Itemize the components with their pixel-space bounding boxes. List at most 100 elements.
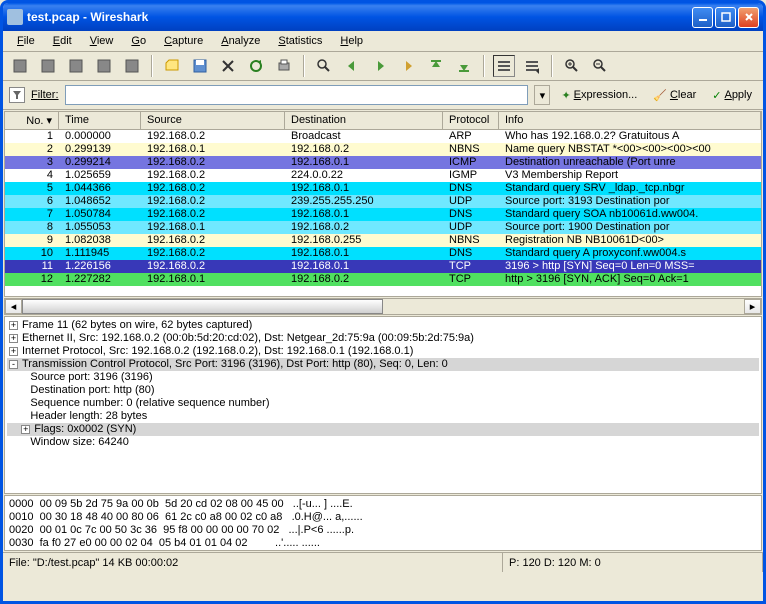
- header-time[interactable]: Time: [59, 112, 141, 129]
- separator: [151, 55, 153, 77]
- close-file-button[interactable]: [217, 55, 239, 77]
- menu-go[interactable]: Go: [123, 33, 154, 49]
- find-button[interactable]: [313, 55, 335, 77]
- packet-row[interactable]: 101.111945192.168.0.2192.168.0.1DNSStand…: [5, 247, 761, 260]
- packet-row[interactable]: 10.000000192.168.0.2BroadcastARPWho has …: [5, 130, 761, 143]
- go-forward-button[interactable]: [369, 55, 391, 77]
- packet-row[interactable]: 81.055053192.168.0.1192.168.0.2UDPSource…: [5, 221, 761, 234]
- filter-input[interactable]: [65, 85, 529, 105]
- restart-capture-button[interactable]: [121, 55, 143, 77]
- titlebar[interactable]: test.pcap - Wireshark: [3, 3, 763, 31]
- options-button[interactable]: [37, 55, 59, 77]
- separator: [551, 55, 553, 77]
- menu-statistics[interactable]: Statistics: [270, 33, 330, 49]
- packet-row[interactable]: 30.299214192.168.0.2192.168.0.1ICMPDesti…: [5, 156, 761, 169]
- detail-pane[interactable]: +Frame 11 (62 bytes on wire, 62 bytes ca…: [4, 316, 762, 494]
- detail-line[interactable]: +Internet Protocol, Src: 192.168.0.2 (19…: [7, 345, 759, 358]
- detail-line[interactable]: +Ethernet II, Src: 192.168.0.2 (00:0b:5d…: [7, 332, 759, 345]
- zoom-out-button[interactable]: [589, 55, 611, 77]
- separator: [483, 55, 485, 77]
- packet-row[interactable]: 20.299139192.168.0.1192.168.0.2NBNSName …: [5, 143, 761, 156]
- header-protocol[interactable]: Protocol: [443, 112, 499, 129]
- packet-list-headers: No. ▾ Time Source Destination Protocol I…: [5, 112, 761, 130]
- filter-dropdown[interactable]: ▾: [534, 85, 550, 105]
- filter-icon[interactable]: [9, 87, 25, 103]
- start-capture-button[interactable]: [65, 55, 87, 77]
- titlebar-text: test.pcap - Wireshark: [27, 10, 692, 24]
- scroll-thumb[interactable]: [22, 299, 383, 314]
- packet-row[interactable]: 91.082038192.168.0.2192.168.0.255NBNSReg…: [5, 234, 761, 247]
- scroll-right-button[interactable]: ▸: [744, 299, 761, 314]
- packet-list-body[interactable]: 10.000000192.168.0.2BroadcastARPWho has …: [5, 130, 761, 296]
- hex-pane[interactable]: 0000 00 09 5b 2d 75 9a 00 0b 5d 20 cd 02…: [4, 495, 762, 551]
- detail-line[interactable]: Window size: 64240: [7, 436, 759, 449]
- detail-line[interactable]: +Frame 11 (62 bytes on wire, 62 bytes ca…: [7, 319, 759, 332]
- clear-button[interactable]: 🧹 Clear: [648, 87, 701, 104]
- packet-row[interactable]: 41.025659192.168.0.2224.0.0.22IGMPV3 Mem…: [5, 169, 761, 182]
- toolbar: [3, 52, 763, 81]
- minimize-button[interactable]: [692, 7, 713, 28]
- menu-help[interactable]: Help: [332, 33, 371, 49]
- save-button[interactable]: [189, 55, 211, 77]
- detail-line[interactable]: Destination port: http (80): [7, 384, 759, 397]
- open-button[interactable]: [161, 55, 183, 77]
- detail-line[interactable]: -Transmission Control Protocol, Src Port…: [7, 358, 759, 371]
- hex-line[interactable]: 0020 00 01 0c 7c 00 50 3c 36 95 f8 00 00…: [9, 524, 757, 537]
- menu-edit[interactable]: Edit: [45, 33, 80, 49]
- close-button[interactable]: [738, 7, 759, 28]
- statusbar: File: "D:/test.pcap" 14 KB 00:00:02 P: 1…: [3, 552, 763, 572]
- packet-list: No. ▾ Time Source Destination Protocol I…: [4, 111, 762, 297]
- go-first-button[interactable]: [425, 55, 447, 77]
- main-window: test.pcap - Wireshark File Edit View Go …: [0, 0, 766, 604]
- statusbar-file: File: "D:/test.pcap" 14 KB 00:00:02: [3, 553, 503, 572]
- autoscroll-button[interactable]: [521, 55, 543, 77]
- detail-line[interactable]: Sequence number: 0 (relative sequence nu…: [7, 397, 759, 410]
- scroll-track[interactable]: [22, 299, 744, 314]
- hex-line[interactable]: 0010 00 30 18 48 40 00 80 06 61 2c c0 a8…: [9, 511, 757, 524]
- detail-line[interactable]: Source port: 3196 (3196): [7, 371, 759, 384]
- filterbar: Filter: ▾ ✦ Expression... 🧹 Clear ✓ Appl…: [3, 81, 763, 110]
- detail-line[interactable]: Header length: 28 bytes: [7, 410, 759, 423]
- zoom-in-button[interactable]: [561, 55, 583, 77]
- menu-analyze[interactable]: Analyze: [213, 33, 268, 49]
- app-icon: [7, 9, 23, 25]
- tree-toggle[interactable]: +: [9, 321, 18, 330]
- packet-row[interactable]: 111.226156192.168.0.2192.168.0.1TCP3196 …: [5, 260, 761, 273]
- header-no[interactable]: No. ▾: [5, 112, 59, 129]
- filter-label: Filter:: [31, 89, 59, 101]
- tree-toggle[interactable]: +: [9, 347, 18, 356]
- header-destination[interactable]: Destination: [285, 112, 443, 129]
- go-last-button[interactable]: [453, 55, 475, 77]
- tree-toggle[interactable]: +: [21, 425, 30, 434]
- hex-line[interactable]: 0030 fa f0 27 e0 00 00 02 04 05 b4 01 01…: [9, 537, 757, 550]
- window-buttons: [692, 7, 759, 28]
- horizontal-scrollbar[interactable]: ◂ ▸: [4, 298, 762, 315]
- packet-row[interactable]: 121.227282192.168.0.1192.168.0.2TCPhttp …: [5, 273, 761, 286]
- go-back-button[interactable]: [341, 55, 363, 77]
- statusbar-packets: P: 120 D: 120 M: 0: [503, 553, 763, 572]
- detail-line[interactable]: +Flags: 0x0002 (SYN): [7, 423, 759, 436]
- colorize-button[interactable]: [493, 55, 515, 77]
- apply-button[interactable]: ✓ Apply: [707, 87, 757, 104]
- menubar: File Edit View Go Capture Analyze Statis…: [3, 31, 763, 52]
- header-source[interactable]: Source: [141, 112, 285, 129]
- menu-view[interactable]: View: [82, 33, 122, 49]
- scroll-left-button[interactable]: ◂: [5, 299, 22, 314]
- go-to-button[interactable]: [397, 55, 419, 77]
- maximize-button[interactable]: [715, 7, 736, 28]
- interfaces-button[interactable]: [9, 55, 31, 77]
- stop-capture-button[interactable]: [93, 55, 115, 77]
- tree-toggle[interactable]: -: [9, 360, 18, 369]
- packet-row[interactable]: 71.050784192.168.0.2192.168.0.1DNSStanda…: [5, 208, 761, 221]
- packet-row[interactable]: 51.044366192.168.0.2192.168.0.1DNSStanda…: [5, 182, 761, 195]
- reload-button[interactable]: [245, 55, 267, 77]
- menu-file[interactable]: File: [9, 33, 43, 49]
- print-button[interactable]: [273, 55, 295, 77]
- packet-row[interactable]: 61.048652192.168.0.2239.255.255.250UDPSo…: [5, 195, 761, 208]
- separator: [303, 55, 305, 77]
- menu-capture[interactable]: Capture: [156, 33, 211, 49]
- expression-button[interactable]: ✦ Expression...: [556, 87, 642, 104]
- header-info[interactable]: Info: [499, 112, 761, 129]
- hex-line[interactable]: 0000 00 09 5b 2d 75 9a 00 0b 5d 20 cd 02…: [9, 498, 757, 511]
- tree-toggle[interactable]: +: [9, 334, 18, 343]
